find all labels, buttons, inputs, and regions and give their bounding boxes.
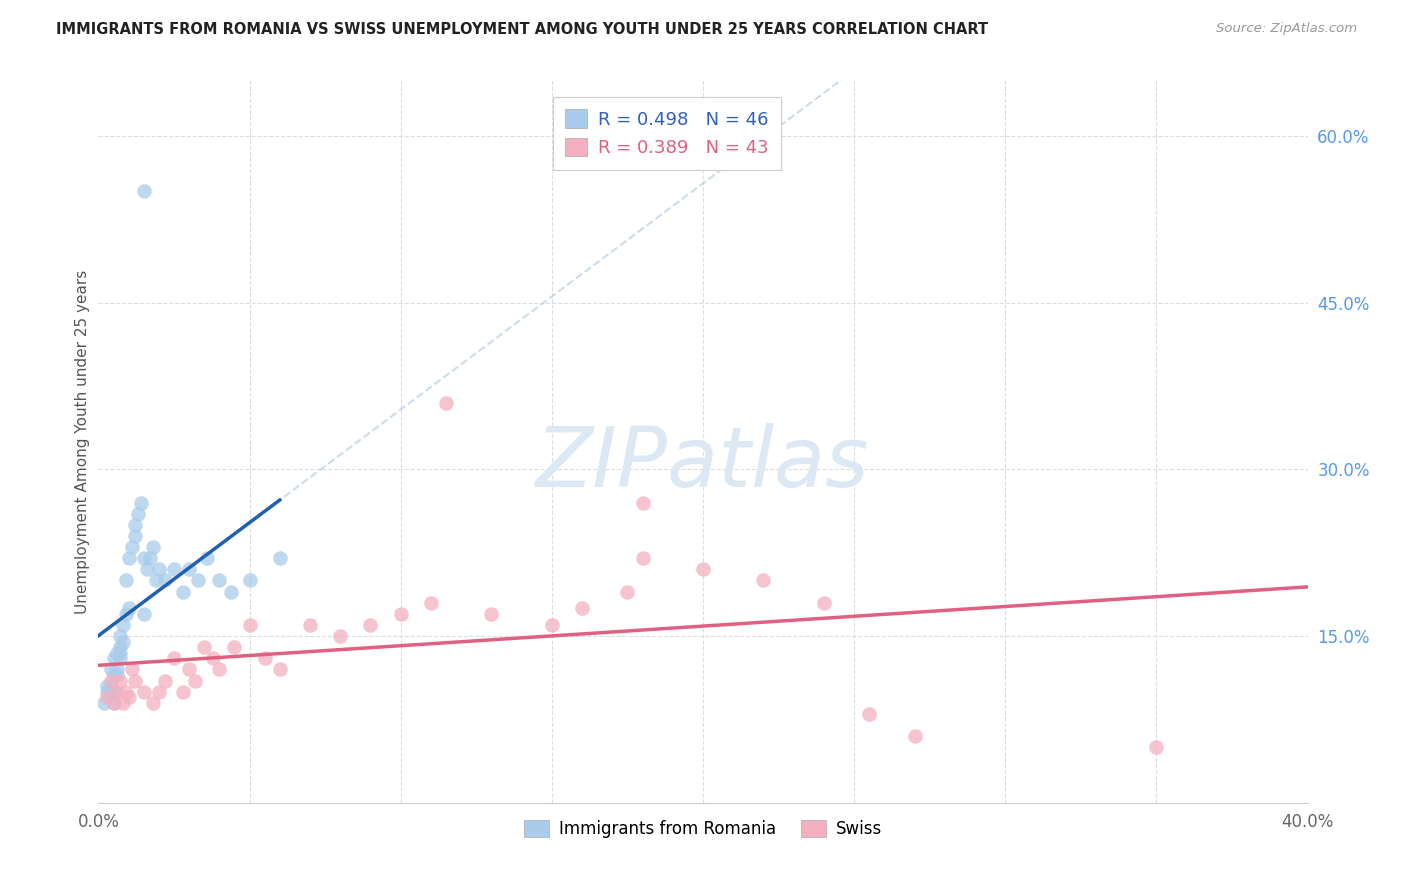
- Point: [103, 696, 125, 710]
- Point: [142, 540, 165, 554]
- Point: [179, 562, 201, 576]
- Point: [105, 668, 128, 682]
- Point: [111, 696, 134, 710]
- Point: [208, 662, 231, 676]
- Point: [253, 651, 276, 665]
- Point: [118, 690, 141, 705]
- Point: [571, 601, 593, 615]
- Point: [108, 640, 131, 655]
- Point: [184, 673, 207, 688]
- Point: [100, 679, 122, 693]
- Point: [858, 706, 880, 721]
- Point: [93, 696, 115, 710]
- Point: [108, 673, 131, 688]
- Point: [269, 662, 291, 676]
- Text: IMMIGRANTS FROM ROMANIA VS SWISS UNEMPLOYMENT AMONG YOUTH UNDER 25 YEARS CORRELA: IMMIGRANTS FROM ROMANIA VS SWISS UNEMPLO…: [56, 22, 988, 37]
- Point: [139, 551, 162, 566]
- Point: [96, 684, 118, 698]
- Point: [631, 496, 654, 510]
- Text: Source: ZipAtlas.com: Source: ZipAtlas.com: [1216, 22, 1357, 36]
- Point: [142, 696, 165, 710]
- Point: [153, 574, 176, 588]
- Point: [163, 651, 186, 665]
- Point: [96, 679, 118, 693]
- Point: [172, 684, 194, 698]
- Point: [105, 662, 128, 676]
- Point: [692, 562, 714, 576]
- Point: [163, 562, 186, 576]
- Point: [631, 551, 654, 566]
- Point: [132, 684, 155, 698]
- Point: [299, 618, 322, 632]
- Point: [202, 651, 225, 665]
- Point: [103, 696, 125, 710]
- Point: [114, 684, 136, 698]
- Point: [420, 596, 443, 610]
- Point: [135, 562, 157, 576]
- Point: [153, 673, 176, 688]
- Point: [103, 684, 125, 698]
- Point: [145, 574, 167, 588]
- Point: [224, 640, 246, 655]
- Point: [132, 551, 155, 566]
- Point: [111, 618, 134, 632]
- Point: [124, 517, 146, 532]
- Point: [100, 662, 122, 676]
- Point: [904, 729, 927, 743]
- Legend: Immigrants from Romania, Swiss: Immigrants from Romania, Swiss: [517, 814, 889, 845]
- Point: [179, 662, 201, 676]
- Point: [221, 584, 243, 599]
- Point: [96, 690, 118, 705]
- Point: [108, 629, 131, 643]
- Text: ZIPatlas: ZIPatlas: [536, 423, 870, 504]
- Point: [813, 596, 835, 610]
- Y-axis label: Unemployment Among Youth under 25 years: Unemployment Among Youth under 25 years: [75, 269, 90, 614]
- Point: [114, 607, 136, 621]
- Point: [752, 574, 775, 588]
- Point: [540, 618, 562, 632]
- Point: [100, 684, 122, 698]
- Point: [329, 629, 352, 643]
- Point: [129, 496, 152, 510]
- Point: [124, 673, 146, 688]
- Point: [360, 618, 382, 632]
- Point: [100, 673, 122, 688]
- Point: [193, 640, 215, 655]
- Point: [616, 584, 638, 599]
- Point: [187, 574, 209, 588]
- Point: [121, 662, 143, 676]
- Point: [103, 668, 125, 682]
- Point: [172, 584, 194, 599]
- Point: [148, 562, 170, 576]
- Point: [389, 607, 412, 621]
- Point: [1144, 740, 1167, 755]
- Point: [105, 646, 128, 660]
- Point: [124, 529, 146, 543]
- Point: [127, 507, 149, 521]
- Point: [118, 601, 141, 615]
- Point: [208, 574, 231, 588]
- Point: [239, 618, 262, 632]
- Point: [103, 651, 125, 665]
- Point: [434, 395, 457, 409]
- Point: [481, 607, 503, 621]
- Point: [132, 185, 155, 199]
- Point: [148, 684, 170, 698]
- Point: [121, 540, 143, 554]
- Point: [132, 607, 155, 621]
- Point: [239, 574, 262, 588]
- Point: [105, 684, 128, 698]
- Point: [111, 634, 134, 648]
- Point: [108, 651, 131, 665]
- Point: [195, 551, 218, 566]
- Point: [269, 551, 291, 566]
- Point: [114, 574, 136, 588]
- Point: [108, 646, 131, 660]
- Point: [118, 551, 141, 566]
